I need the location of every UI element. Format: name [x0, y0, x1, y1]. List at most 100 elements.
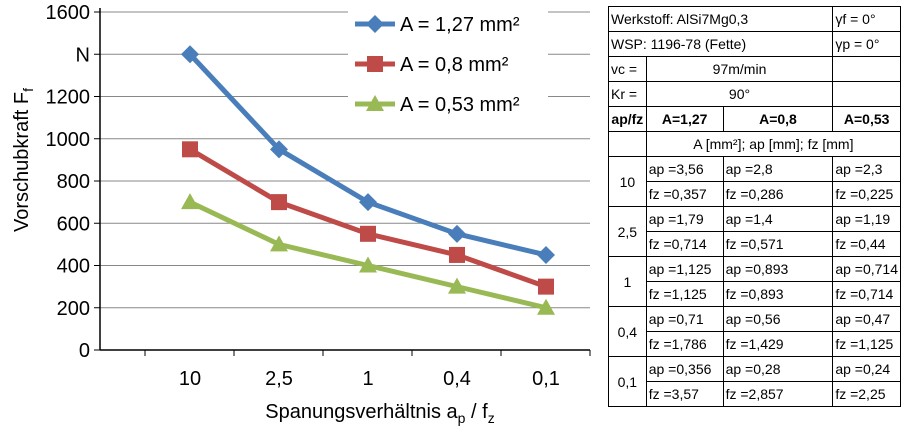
x-tick-label: 1: [362, 368, 373, 390]
ap-cell: ap =0,28: [722, 356, 834, 382]
data-point: [537, 298, 555, 315]
data-point: [181, 45, 199, 64]
empty-cell: [832, 56, 901, 82]
kr-value: 90°: [645, 81, 834, 107]
data-point: [181, 193, 199, 210]
data-point: [537, 245, 555, 264]
y-tick-label: 600: [57, 213, 90, 235]
ap-cell: ap =1,4: [722, 206, 834, 232]
data-point: [538, 278, 554, 295]
data-point: [360, 225, 376, 242]
table-row: fz =1,786 fz =1,429 fz =1,125: [609, 331, 901, 357]
ap-cell: ap =0,71: [645, 306, 724, 332]
axes: [94, 8, 591, 356]
x-axis-label-mid: / f: [465, 401, 488, 423]
ratio-cell: 0,1: [608, 356, 647, 407]
y-axis-label: Vorschubkraft Ff: [11, 88, 36, 232]
ap-cell: ap =1,125: [645, 256, 724, 282]
ratio-header: ap/fz: [608, 106, 647, 132]
gamma-f-cell: γf = 0°: [832, 6, 901, 32]
material-cell: Werkstoff: AlSi7Mg0,3: [607, 6, 834, 32]
vc-value: 97m/min: [645, 56, 834, 82]
y-tick-label: 0: [79, 340, 90, 362]
table-rows: 10 ap =3,56 ap =2,8 ap =2,3 fz =0,357 fz =0,2…: [608, 156, 901, 407]
table-row: 10 ap =3,56 ap =2,8 ap =2,3: [608, 156, 901, 207]
legend-label: A = 0,8 mm²: [400, 54, 509, 76]
tool-cell: WSP: 1196-78 (Fette): [607, 31, 834, 57]
y-tick-label: 400: [57, 256, 90, 278]
ap-cell: ap =0,356: [645, 356, 724, 382]
ratio-cell: 0,4: [608, 306, 647, 357]
ap-cell: ap =0,893: [722, 256, 834, 282]
series-lines: [181, 45, 555, 315]
y-axis-label-sub: f: [20, 88, 36, 92]
ap-cell: ap =1,79: [645, 206, 724, 232]
x-tick-label: 0,4: [443, 368, 471, 390]
table-row: 2,5 ap =1,79 ap =1,4 ap =1,19: [608, 206, 901, 257]
legend-label: A = 1,27 mm²: [400, 14, 520, 36]
legend: A = 1,27 mm² A = 0,8 mm² A = 0,53 mm²: [348, 10, 548, 118]
empty-cell: [832, 81, 901, 107]
series-line: [188, 199, 547, 311]
gamma-p-cell: γp = 0°: [832, 31, 901, 57]
table-row: fz =0,357 fz =0,286 fz =0,225: [609, 181, 901, 207]
table-row: fz =0,714 fz =0,571 fz =0,44: [609, 231, 901, 257]
fz-cell: fz =2,25: [832, 381, 901, 407]
table-row: fz =3,57 fz =2,857 fz =2,25: [609, 381, 901, 407]
fz-cell: fz =0,571: [722, 231, 834, 257]
fz-cell: fz =1,125: [645, 281, 724, 307]
table-row: 0,1 ap =0,356 ap =0,28 ap =0,24: [608, 356, 901, 407]
y-tick-label: N: [76, 44, 90, 66]
ratio-cell: 1: [608, 256, 647, 307]
data-point: [448, 277, 466, 294]
col-header-a2: A=0,8: [722, 106, 834, 132]
ap-cell: ap =0,24: [832, 356, 901, 382]
data-point: [359, 193, 377, 212]
col-header-a3: A=0,53: [832, 106, 901, 132]
data-point: [270, 235, 288, 252]
legend-marker: [366, 95, 384, 111]
y-tick-label: 1600: [46, 2, 91, 24]
y-tick-label: 1200: [46, 87, 91, 109]
y-tick-label: 1000: [46, 129, 91, 151]
kr-label: Kr =: [608, 81, 647, 107]
ap-cell: ap =3,56: [645, 156, 724, 182]
ap-cell: ap =1,19: [832, 206, 901, 232]
units-cell: A [mm²]; ap [mm]; fz [mm]: [645, 131, 901, 157]
fz-cell: fz =3,57: [645, 381, 724, 407]
x-axis-label: Spanungsverhältnis ap / fz: [265, 401, 494, 426]
data-point: [271, 194, 287, 211]
data-point: [182, 141, 198, 158]
fz-cell: fz =1,429: [722, 331, 834, 357]
fz-cell: fz =1,125: [832, 331, 901, 357]
y-axis-label-main: Vorschubkraft F: [11, 92, 33, 232]
ap-cell: ap =2,3: [832, 156, 901, 182]
x-tick-label: 0,1: [532, 368, 560, 390]
ap-cell: ap =0,47: [832, 306, 901, 332]
table-row: 1 ap =1,125 ap =0,893 ap =0,714: [608, 256, 901, 307]
x-axis-label-sub2: z: [488, 410, 495, 426]
y-tick-label: 800: [57, 171, 90, 193]
table-row: fz =1,125 fz =0,893 fz =0,714: [609, 281, 901, 307]
fz-cell: fz =0,714: [832, 281, 901, 307]
x-tick-labels: 10 2,5 1 0,4 0,1: [179, 368, 560, 390]
fz-cell: fz =0,357: [645, 181, 724, 207]
data-point: [449, 246, 465, 263]
series-3: [181, 193, 555, 315]
ap-cell: ap =0,714: [832, 256, 901, 282]
col-header-a1: A=1,27: [645, 106, 724, 132]
fz-cell: fz =0,893: [722, 281, 834, 307]
fz-cell: fz =1,786: [645, 331, 724, 357]
vc-label: vc =: [608, 56, 647, 82]
fz-cell: fz =0,225: [832, 181, 901, 207]
legend-label: A = 0,53 mm²: [400, 94, 520, 116]
ap-cell: ap =0,56: [722, 306, 834, 332]
x-axis-label-sub1: p: [458, 410, 466, 426]
ap-cell: ap =2,8: [722, 156, 834, 182]
fz-cell: fz =0,286: [722, 181, 834, 207]
data-point: [359, 256, 377, 273]
empty-cell: [608, 131, 647, 157]
ratio-cell: 2,5: [608, 206, 647, 257]
fz-cell: fz =0,44: [832, 231, 901, 257]
